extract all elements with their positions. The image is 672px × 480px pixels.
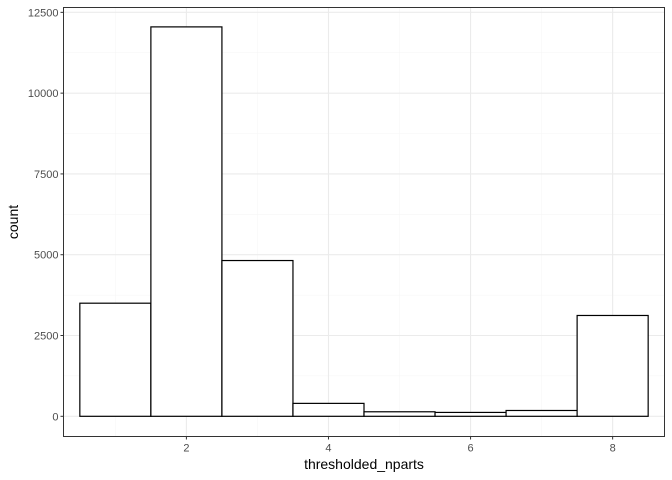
x-tick-label: 6 [467,443,473,455]
x-tick-label: 4 [325,443,331,455]
x-tick-label: 8 [610,443,616,455]
histogram-bar [434,411,507,417]
x-tick-label: 2 [183,443,189,455]
bars [79,26,649,417]
y-tick-label: 10000 [28,88,59,100]
y-tick-label: 7500 [34,169,58,181]
y-axis: 0 2500 5000 7500 10000 12500 [28,7,64,423]
y-axis-title: count [5,205,21,239]
y-tick-label: 5000 [34,250,58,262]
histogram-bar [79,302,152,417]
histogram-bar [150,26,223,417]
x-axis: 2 4 6 8 [183,436,616,455]
histogram-bar [221,259,294,417]
histogram-bar [363,411,436,417]
y-tick-label: 12500 [28,7,59,19]
panel-border [63,7,665,437]
y-tick-label: 2500 [34,331,58,343]
x-axis-title: thresholded_nparts [304,456,424,472]
histogram-bar [576,314,649,417]
histogram-bar [505,409,578,417]
histogram-bar [292,402,365,417]
y-tick-label: 0 [52,411,58,423]
